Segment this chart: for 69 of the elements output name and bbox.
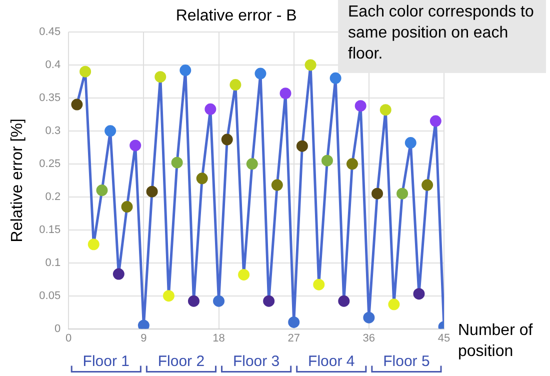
point	[71, 98, 83, 110]
point	[372, 188, 384, 200]
annotation: Each color corresponds to same position on each floor.	[348, 3, 534, 62]
point	[246, 158, 258, 170]
y-tick-label: 0.4	[45, 59, 61, 72]
y-tick-label: 0.3	[45, 124, 61, 137]
y-tick-label: 0.05	[39, 290, 61, 302]
point	[96, 184, 108, 196]
y-tick-label: 0.1	[45, 256, 61, 269]
text: Floor 5	[383, 352, 430, 370]
y-axis-title: Relative error [%]	[9, 118, 26, 242]
point	[388, 298, 400, 310]
y-tick-label: 0.35	[39, 92, 61, 104]
point	[146, 186, 158, 198]
point	[422, 179, 434, 191]
point	[338, 295, 350, 307]
point	[321, 154, 333, 166]
point	[80, 66, 92, 78]
point	[221, 134, 233, 146]
point	[254, 68, 266, 80]
point	[313, 278, 325, 290]
point	[121, 201, 133, 213]
point	[413, 288, 425, 300]
point	[280, 88, 292, 100]
point	[204, 103, 216, 115]
point	[213, 295, 225, 307]
x-tick-label: 9	[140, 332, 147, 344]
chart-title: Relative error - B	[176, 7, 297, 24]
point	[238, 268, 250, 280]
point	[104, 125, 116, 137]
point	[230, 79, 242, 91]
point	[430, 115, 442, 127]
y-tick-label: 0	[54, 322, 61, 335]
point	[330, 72, 342, 84]
point	[112, 268, 124, 280]
x-tick-label: 36	[362, 332, 376, 344]
point	[263, 295, 275, 307]
y-tick-label: 0.2	[45, 190, 61, 203]
x-tick-label: 18	[212, 332, 225, 344]
y-tick-label: 0.15	[39, 224, 61, 236]
x-tick-label: 45	[438, 332, 450, 344]
point	[354, 100, 366, 112]
point	[154, 71, 166, 83]
point	[304, 59, 316, 71]
y-tick-label: 0.45	[39, 26, 61, 38]
point	[180, 64, 192, 76]
point	[346, 158, 358, 170]
text: Floor 1	[82, 352, 130, 370]
text: Floor 3	[232, 352, 280, 370]
x-axis-title: Number of position	[458, 322, 534, 360]
point	[380, 104, 392, 116]
point	[396, 188, 408, 200]
x-tick-label: 27	[288, 332, 300, 344]
point	[363, 312, 375, 324]
x-tick-label: 0	[66, 332, 72, 344]
point	[162, 290, 174, 302]
text: Floor 4	[308, 352, 355, 370]
point	[188, 295, 200, 307]
point	[296, 140, 308, 152]
point	[88, 238, 100, 250]
text: Floor 2	[158, 352, 205, 370]
point	[171, 156, 183, 168]
y-tick-label: 0.25	[39, 158, 61, 170]
point	[404, 137, 416, 149]
point	[271, 179, 283, 191]
point	[196, 172, 208, 184]
point	[130, 140, 142, 152]
point	[288, 316, 300, 328]
point	[138, 320, 150, 329]
